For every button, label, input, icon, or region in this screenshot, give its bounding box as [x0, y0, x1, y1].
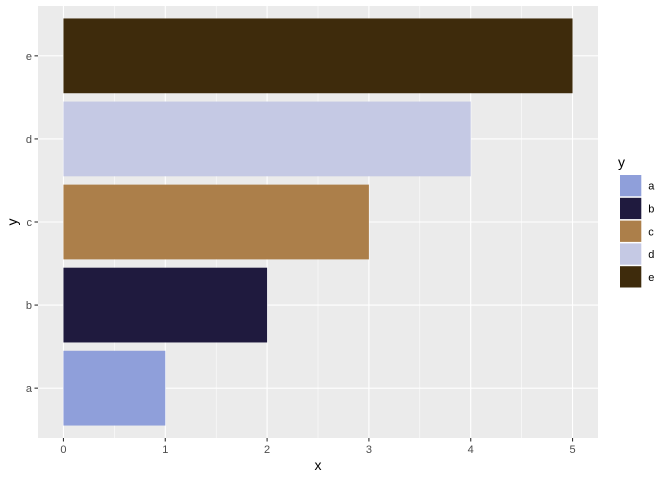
bar-a	[63, 350, 166, 426]
y-tick-label: d	[26, 134, 32, 146]
legend-label: b	[648, 203, 654, 215]
x-tick-label: 1	[162, 444, 168, 456]
legend-label: a	[648, 181, 655, 193]
legend-key-d	[620, 243, 642, 265]
x-axis-title: x	[315, 457, 322, 473]
y-tick-label: b	[26, 300, 32, 312]
bar-b	[63, 267, 268, 343]
legend-key-b	[620, 197, 642, 220]
legend-label: c	[648, 226, 654, 238]
bar-e	[63, 18, 573, 94]
y-axis-title: y	[4, 219, 20, 226]
y-tick-label: e	[26, 51, 32, 63]
x-tick-label: 3	[366, 444, 372, 456]
x-tick-label: 5	[569, 444, 575, 456]
x-axis-ticks: 0 1 2 3 4 5	[60, 438, 576, 456]
bars	[63, 18, 573, 426]
y-tick-label: a	[26, 383, 33, 395]
bar-c	[63, 184, 369, 260]
legend-key-a	[620, 175, 642, 197]
y-tick-label: c	[27, 217, 33, 229]
x-tick-label: 2	[264, 444, 270, 456]
legend-label: d	[648, 249, 654, 261]
legend-key-e	[620, 266, 642, 288]
bar-d	[63, 101, 471, 177]
x-tick-label: 0	[60, 444, 66, 456]
legend-label: e	[648, 272, 654, 284]
legend-title: y	[618, 154, 625, 170]
legend-key-c	[620, 220, 642, 242]
x-tick-label: 4	[468, 444, 474, 456]
y-axis-ticks: a b c d e	[26, 51, 38, 395]
